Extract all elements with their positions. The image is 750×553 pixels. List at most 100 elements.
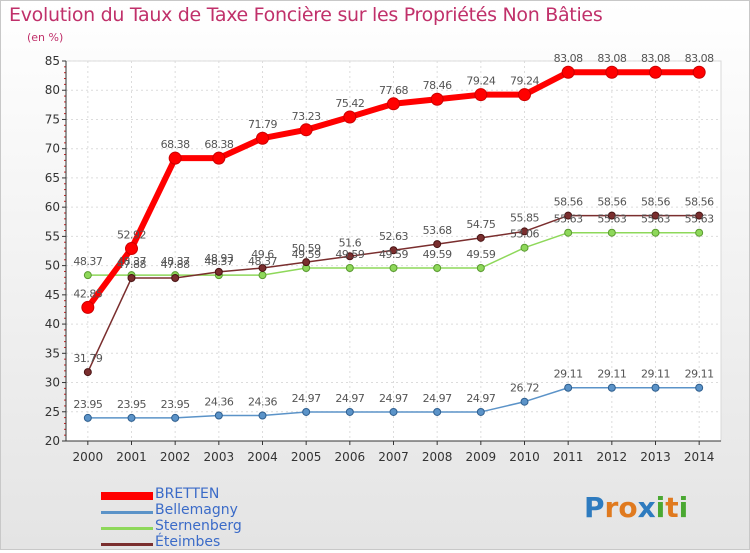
y-tick-label: 75	[45, 112, 60, 126]
data-label-teimbes: 53.68	[423, 224, 452, 237]
point-sternenberg	[258, 271, 267, 280]
point-sternenberg	[389, 264, 398, 273]
y-tick-label: 45	[45, 288, 60, 302]
x-tick-label: 2007	[378, 450, 409, 464]
data-label-sternenberg: 48.37	[117, 255, 146, 268]
data-label-teimbes: 58.56	[685, 196, 714, 209]
point-bretten	[474, 88, 488, 102]
proxiti-logo: Proxiti	[584, 491, 688, 524]
y-tick-label: 40	[45, 317, 60, 331]
point-bellemagny	[83, 413, 92, 422]
data-label-sternenberg: 49.59	[335, 248, 364, 261]
data-label-teimbes: 49.6	[251, 248, 274, 261]
point-bellemagny	[476, 407, 485, 416]
data-label-bellemagny: 24.97	[423, 392, 452, 405]
point-sternenberg	[695, 228, 704, 237]
data-label-bretten: 79.24	[466, 75, 495, 88]
point-sternenberg	[83, 271, 92, 280]
data-label-teimbes: 48.93	[204, 252, 233, 265]
point-bellemagny	[607, 383, 616, 392]
y-tick-label: 80	[45, 83, 60, 97]
y-tick-label: 55	[45, 229, 60, 243]
y-tick-label: 20	[45, 434, 60, 448]
point-bellemagny	[171, 413, 180, 422]
data-label-bellemagny: 23.95	[117, 398, 146, 411]
x-tick-label: 2006	[335, 450, 366, 464]
point-bellemagny	[214, 411, 223, 420]
legend-label: BRETTEN	[155, 486, 220, 502]
data-label-bellemagny: 24.36	[204, 396, 233, 409]
data-label-bretten: 79.24	[510, 75, 539, 88]
y-tick-label: 25	[45, 405, 60, 419]
logo-letter: i	[655, 491, 666, 524]
point-bretten	[561, 65, 575, 79]
data-label-bellemagny: 24.97	[379, 392, 408, 405]
data-label-bretten: 68.38	[204, 138, 233, 151]
x-tick-label: 2008	[422, 450, 453, 464]
point-teimbes	[83, 368, 92, 377]
point-bretten	[299, 123, 313, 137]
y-tick-label: 65	[45, 171, 60, 185]
data-label-sternenberg: 49.59	[292, 248, 321, 261]
point-sternenberg	[476, 264, 485, 273]
point-teimbes	[302, 258, 311, 267]
data-label-bellemagny: 24.97	[466, 392, 495, 405]
point-bellemagny	[520, 397, 529, 406]
data-label-bretten: 77.68	[379, 84, 408, 97]
logo-letter: P	[584, 491, 605, 524]
data-label-bellemagny: 24.97	[292, 392, 321, 405]
data-label-teimbes: 50.59	[292, 242, 321, 255]
logo-letter: t	[665, 491, 679, 524]
point-bellemagny	[258, 411, 267, 420]
point-sternenberg	[520, 243, 529, 252]
x-tick-label: 2012	[597, 450, 628, 464]
data-label-teimbes: 58.56	[554, 196, 583, 209]
point-bretten	[605, 65, 619, 79]
data-label-sternenberg: 55.63	[554, 213, 583, 226]
data-label-bellemagny: 29.11	[554, 368, 583, 381]
data-label-sternenberg: 48.37	[204, 255, 233, 268]
data-label-sternenberg: 48.37	[161, 255, 190, 268]
x-tick-label: 2002	[160, 450, 191, 464]
data-label-bretten: 68.38	[161, 138, 190, 151]
point-bretten	[168, 151, 182, 165]
data-label-sternenberg: 48.37	[248, 255, 277, 268]
point-bretten	[387, 97, 400, 111]
legend-swatch	[101, 492, 153, 500]
legend-swatch	[101, 543, 153, 546]
data-label-sternenberg: 49.59	[423, 248, 452, 261]
x-tick-label: 2009	[466, 450, 497, 464]
point-bretten	[212, 151, 226, 165]
point-bretten	[518, 88, 531, 102]
y-tick-label: 50	[45, 259, 60, 273]
data-label-bellemagny: 23.95	[73, 398, 102, 411]
point-teimbes	[214, 267, 223, 276]
data-label-sternenberg: 53.06	[510, 228, 539, 241]
data-label-teimbes: 47.88	[161, 258, 190, 271]
logo-letter: o	[618, 491, 638, 524]
x-tick-label: 2001	[116, 450, 147, 464]
data-label-teimbes: 58.56	[597, 196, 626, 209]
x-tick-label: 2010	[509, 450, 540, 464]
point-sternenberg	[433, 264, 442, 273]
point-teimbes	[345, 252, 354, 261]
point-bellemagny	[695, 383, 704, 392]
data-label-sternenberg: 49.59	[379, 248, 408, 261]
point-teimbes	[651, 211, 660, 220]
points-layer	[81, 65, 706, 422]
data-label-bellemagny: 24.36	[248, 396, 277, 409]
point-teimbes	[520, 227, 529, 236]
data-label-bellemagny: 24.97	[335, 392, 364, 405]
data-label-teimbes: 58.56	[641, 196, 670, 209]
grid-layer	[65, 60, 722, 442]
x-tick-label: 2014	[684, 450, 715, 464]
data-label-bretten: 71.79	[248, 118, 277, 131]
data-label-sternenberg: 55.63	[685, 213, 714, 226]
logo-letter: x	[637, 491, 656, 524]
point-bretten	[649, 65, 662, 79]
data-label-sternenberg: 55.63	[641, 213, 670, 226]
data-label-bellemagny: 23.95	[161, 398, 190, 411]
point-bretten	[430, 92, 444, 106]
